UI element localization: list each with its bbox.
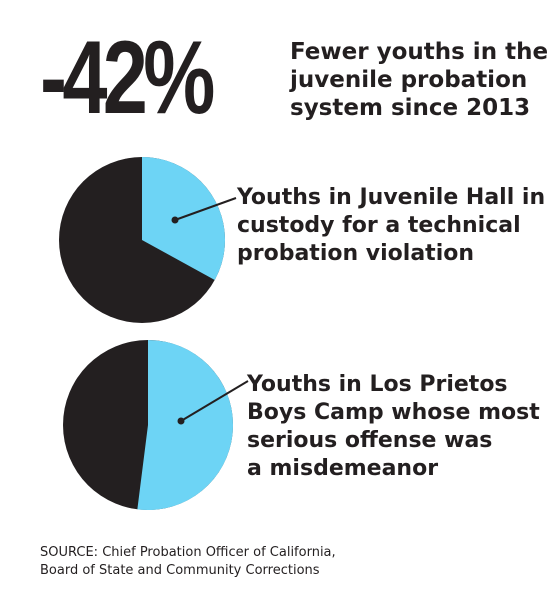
source-line: SOURCE: Chief Probation Officer of Calif… (40, 545, 336, 560)
pie-1-label: Youths in Juvenile Hall in custody for a… (237, 184, 545, 268)
source-line: Board of State and Community Corrections (40, 563, 320, 578)
headline-text: Fewer youths in the juvenile probation s… (290, 38, 548, 122)
headline-line: system since 2013 (290, 95, 531, 121)
pie-1-leader-dot (171, 216, 179, 224)
pie-2-leader-line (180, 380, 249, 422)
headline-line: juvenile probation (290, 67, 528, 93)
pie-2-label: Youths in Los Prietos Boys Camp whose mo… (247, 371, 540, 483)
pie-1-leader-line (174, 197, 237, 221)
pie-2-label-line: serious offense was (247, 428, 493, 453)
pie-2-label-line: a misdemeanor (247, 456, 439, 481)
pie-2-leader-dot (177, 417, 185, 425)
pie-2-label-line: Youths in Los Prietos (247, 372, 508, 397)
headline-stat: -42% (40, 20, 215, 136)
pie-1-label-line: Youths in Juvenile Hall in (237, 185, 546, 210)
pie-1-label-line: probation violation (237, 241, 475, 266)
pie-2-label-line: Boys Camp whose most (247, 400, 540, 425)
source-note: SOURCE: Chief Probation Officer of Calif… (40, 544, 336, 580)
headline-line: Fewer youths in the (290, 39, 549, 65)
pie-1-highlight-slice (142, 157, 226, 280)
pie-1-label-line: custody for a technical (237, 213, 521, 238)
pie-2-highlight-slice (137, 340, 234, 510)
